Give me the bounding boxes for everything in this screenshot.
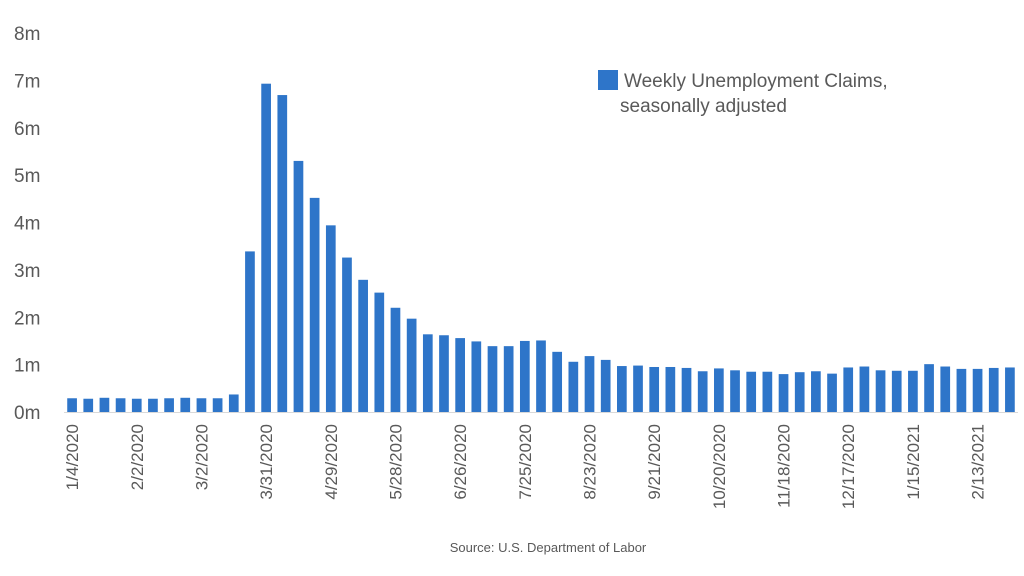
bar <box>746 371 757 412</box>
bar <box>924 364 934 412</box>
y-tick-label: 8m <box>14 24 40 45</box>
bar <box>99 397 110 412</box>
bar <box>374 292 385 412</box>
bar <box>439 335 449 412</box>
bar <box>940 366 951 412</box>
bar <box>455 338 465 412</box>
y-tick-label: 5m <box>14 166 40 187</box>
bar <box>762 371 773 412</box>
bar <box>536 340 546 412</box>
bar <box>794 372 805 412</box>
y-tick-label: 7m <box>14 71 40 92</box>
x-tick-label: 4/29/2020 <box>322 424 341 500</box>
bar <box>261 83 271 412</box>
bar <box>148 398 158 412</box>
bar <box>665 366 676 412</box>
legend: Weekly Unemployment Claims, seasonally a… <box>598 70 888 117</box>
x-tick-label: 8/23/2020 <box>581 424 600 500</box>
x-tick-label: 3/2/2020 <box>192 424 211 490</box>
bar <box>83 398 94 412</box>
bar <box>681 367 692 412</box>
x-tick-label: 9/21/2020 <box>645 424 664 500</box>
legend-label-line-1: Weekly Unemployment Claims, <box>624 71 888 92</box>
bar <box>115 398 126 412</box>
bar <box>600 359 611 412</box>
bar <box>697 371 708 412</box>
legend-swatch <box>598 70 618 90</box>
bar <box>164 398 174 412</box>
bar <box>972 368 983 412</box>
bar <box>309 197 320 412</box>
bar <box>228 394 239 412</box>
bar <box>714 368 724 412</box>
bar <box>422 334 433 412</box>
bar <box>891 370 902 412</box>
x-tick-label: 5/28/2020 <box>386 424 405 500</box>
bar <box>908 370 918 412</box>
bar <box>1005 367 1015 412</box>
y-tick-label: 6m <box>14 119 40 140</box>
source-note: Source: U.S. Department of Labor <box>450 540 647 555</box>
bar <box>390 307 401 412</box>
bar <box>649 366 660 412</box>
x-tick-label: 7/25/2020 <box>516 424 535 500</box>
x-tick-label: 12/17/2020 <box>839 424 858 509</box>
x-tick-label: 2/2/2020 <box>128 424 147 490</box>
bar <box>503 346 514 412</box>
bar <box>778 374 789 412</box>
bar <box>811 371 821 412</box>
x-tick-label: 3/31/2020 <box>257 424 276 500</box>
y-axis: 0m 1m 2m 3m 4m 5m 6m 7m 8m <box>14 24 40 424</box>
bar <box>67 398 77 412</box>
bar <box>245 251 255 412</box>
x-tick-label: 2/13/2021 <box>969 424 988 500</box>
bar <box>568 361 579 412</box>
bar <box>956 368 967 412</box>
x-tick-label: 1/15/2021 <box>904 424 923 500</box>
y-tick-label: 4m <box>14 214 40 235</box>
bar <box>519 340 530 412</box>
x-tick-label: 10/20/2020 <box>710 424 729 509</box>
bar <box>633 365 643 412</box>
bar <box>552 351 563 412</box>
y-tick-label: 1m <box>14 356 40 377</box>
bar <box>487 346 498 412</box>
bar <box>875 370 886 412</box>
x-tick-label: 1/4/2020 <box>63 424 82 490</box>
bar <box>584 356 595 412</box>
bar <box>617 366 627 412</box>
bar <box>342 257 352 412</box>
bar <box>730 370 740 412</box>
legend-label-line-2: seasonally adjusted <box>620 96 787 117</box>
x-axis: 1/4/2020 2/2/2020 3/2/2020 3/31/2020 4/29/20… <box>63 424 988 509</box>
bar <box>859 366 870 412</box>
y-tick-label: 3m <box>14 261 40 282</box>
bar <box>293 160 304 412</box>
bars <box>67 83 1015 412</box>
x-tick-label: 6/26/2020 <box>451 424 470 500</box>
bar <box>180 397 191 412</box>
bar <box>212 398 223 412</box>
bar <box>277 95 288 412</box>
y-tick-label: 0m <box>14 403 40 424</box>
y-tick-label: 2m <box>14 308 40 329</box>
bar <box>325 225 336 412</box>
bar <box>358 279 368 412</box>
bar <box>471 341 482 412</box>
bar <box>827 373 837 412</box>
x-tick-label: 11/18/2020 <box>775 424 794 508</box>
bar <box>843 367 854 412</box>
bar <box>131 398 142 412</box>
bar <box>406 318 417 412</box>
bar <box>196 398 207 412</box>
bar <box>988 367 999 412</box>
